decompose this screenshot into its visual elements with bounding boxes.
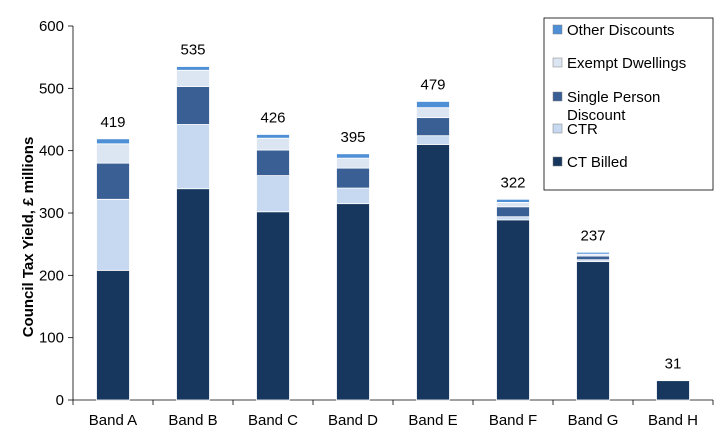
bar-segment (176, 124, 210, 190)
total-label: 237 (580, 227, 605, 244)
legend-swatch (552, 91, 563, 102)
total-label: 535 (180, 42, 205, 59)
legend-swatch (552, 57, 563, 68)
y-tick-label: 300 (39, 205, 64, 222)
total-label: 395 (340, 129, 365, 146)
x-tick-label: Band D (328, 412, 378, 429)
bar-segment (96, 162, 130, 200)
y-tick-label: 100 (39, 330, 64, 347)
total-label: 322 (500, 174, 525, 191)
total-label: 426 (260, 109, 285, 126)
x-tick-label: Band E (408, 412, 457, 429)
legend-label: CT Billed (567, 154, 628, 171)
legend-swatch (552, 24, 563, 35)
legend-label: Single Person (567, 89, 660, 106)
y-axis: 0 100 200 300 400 500 600 (39, 18, 74, 409)
x-tick-label: Band C (248, 412, 298, 429)
legend-label: CTR (567, 121, 598, 138)
legend-label-cont: Discount (567, 107, 626, 124)
bar-segment (416, 117, 450, 137)
x-tick-label: Band H (648, 412, 698, 429)
total-label: 419 (100, 114, 125, 131)
bar-segment (416, 107, 450, 119)
bar-segment (176, 69, 210, 87)
bar-segment (576, 261, 610, 401)
bar-segment (256, 134, 290, 139)
bar-segment (176, 66, 210, 71)
total-label: 479 (420, 76, 445, 93)
bar-segment (496, 219, 530, 401)
legend-label: Other Discounts (567, 22, 675, 39)
bar-segment (256, 137, 290, 151)
x-tick-label: Band F (489, 412, 537, 429)
bar-segment (96, 138, 130, 145)
bar-segment (416, 144, 450, 401)
bar-segment (656, 380, 690, 401)
y-axis-title: Council Tax Yield, £ millions (20, 137, 37, 338)
bar-segment (336, 157, 370, 169)
bar-segment (176, 188, 210, 401)
y-tick-label: 600 (39, 18, 64, 35)
x-tick-label: Band B (168, 412, 217, 429)
bar-segment (576, 255, 610, 261)
bar-segment (336, 153, 370, 159)
bar-segment (176, 86, 210, 125)
x-tick-label: Band G (568, 412, 619, 429)
y-tick-label: 400 (39, 143, 64, 160)
legend-swatch (552, 123, 563, 134)
y-tick-label: 200 (39, 267, 64, 284)
y-tick-label: 0 (56, 392, 64, 409)
bar-segment (96, 143, 130, 164)
bar-segment (496, 216, 530, 221)
bar-segment (256, 175, 290, 213)
bar-segment (576, 251, 610, 255)
bar-segment (96, 198, 130, 271)
bar-segment (496, 198, 530, 203)
x-tick-label: Band A (89, 412, 137, 429)
total-labels: 419 535 426 395 479 322 237 31 (100, 42, 681, 373)
legend: Other Discounts Exempt Dwellings Single Pe… (543, 17, 714, 191)
bar-segment (336, 203, 370, 401)
bar-segment (416, 101, 450, 109)
legend-label: Exempt Dwellings (567, 55, 686, 72)
bar-segment (96, 269, 130, 401)
total-label: 31 (665, 356, 682, 373)
bars (96, 66, 690, 401)
bar-segment (496, 202, 530, 208)
bar-segment (496, 206, 530, 218)
legend-box (543, 17, 714, 191)
legend-swatch (552, 156, 563, 167)
x-axis: Band A Band B Band C Band D Band E Band F Band… (72, 399, 714, 429)
bar-segment (336, 167, 370, 189)
bar-segment (336, 187, 370, 205)
bar-segment (416, 135, 450, 145)
bar-segment (256, 211, 290, 401)
y-tick-label: 500 (39, 80, 64, 97)
bar-segment (256, 149, 290, 177)
